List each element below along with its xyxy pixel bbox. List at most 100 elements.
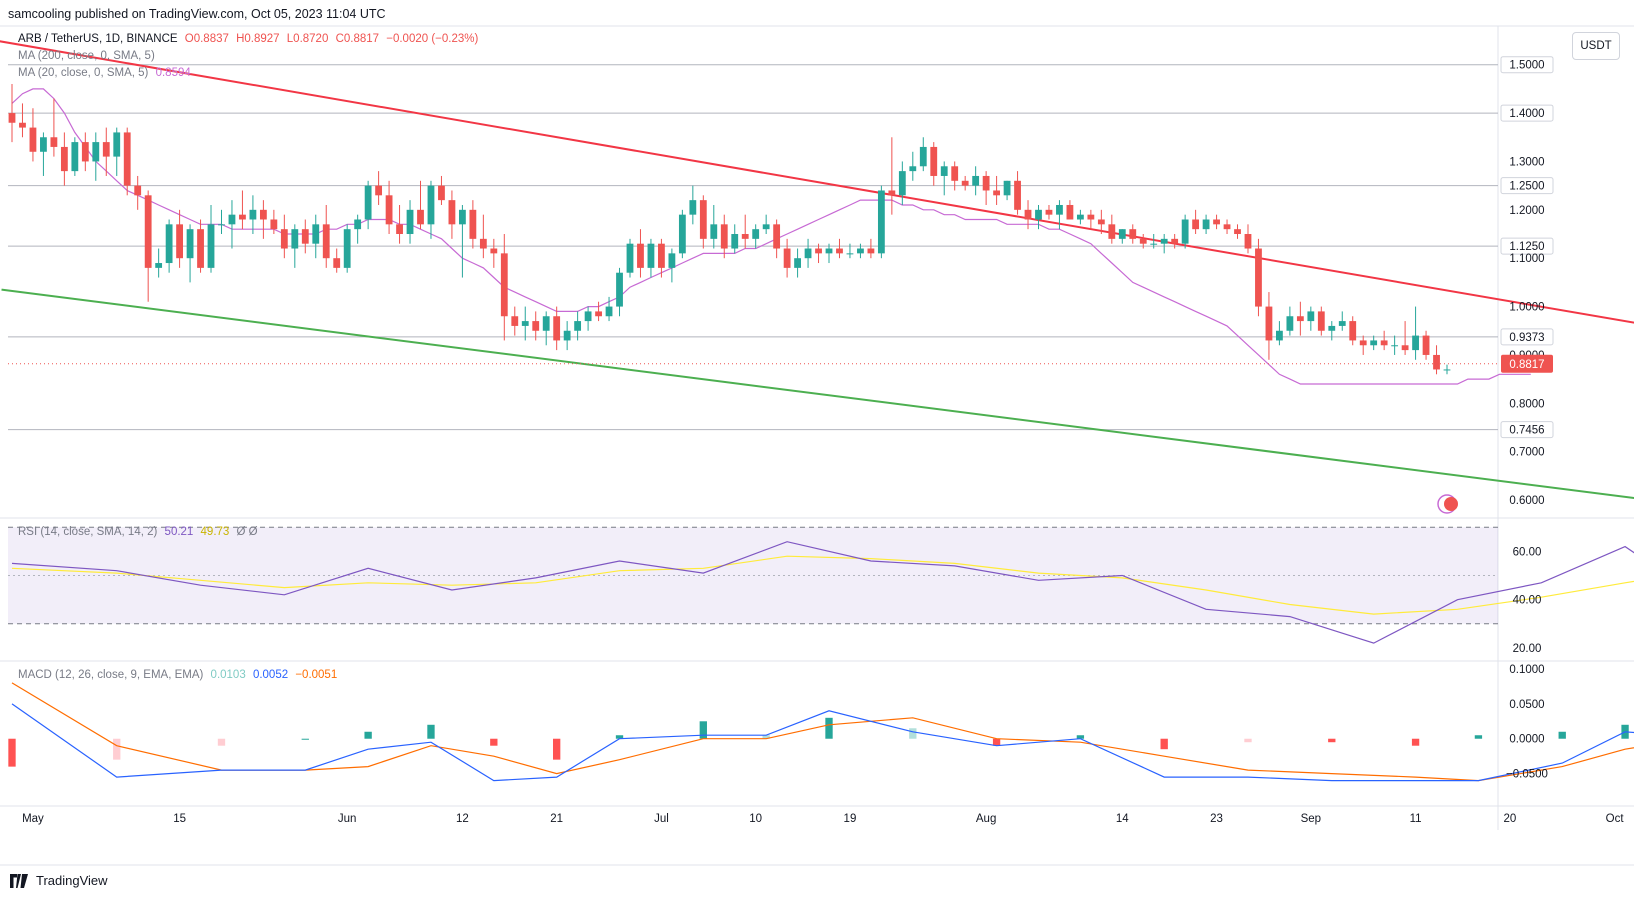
candle: [511, 306, 519, 336]
candle: [427, 180, 435, 239]
candle: [458, 204, 466, 278]
candle: [270, 209, 278, 235]
candle-body: [239, 214, 246, 220]
price-tick-label: 1.1250: [1509, 241, 1544, 253]
candle-body: [1118, 229, 1126, 239]
candle: [1035, 204, 1042, 230]
candle-body: [1401, 345, 1409, 351]
candle-body: [877, 190, 885, 254]
candle-body: [1422, 335, 1430, 355]
currency-button[interactable]: USDT: [1572, 32, 1620, 60]
price-level-box: [1500, 421, 1554, 439]
rsi-label: RSI (14, close, SMA, 14, 2): [18, 526, 158, 538]
candle-body: [218, 224, 225, 226]
candle-body: [1056, 204, 1063, 215]
candle-body: [438, 185, 445, 201]
candle: [1108, 214, 1116, 244]
candle: [354, 214, 362, 244]
macd-histogram-bar: [825, 717, 833, 739]
macd-histogram-bar: [1244, 738, 1252, 743]
candle: [249, 195, 257, 235]
candle: [825, 243, 833, 264]
macd-histogram-bar: [217, 738, 226, 746]
candle: [993, 175, 1001, 205]
candle-body: [40, 137, 47, 152]
candle: [1076, 209, 1084, 225]
candle: [155, 248, 163, 278]
price-tick-label: 1.3000: [1509, 156, 1544, 168]
time-tick-label: 23: [1210, 813, 1223, 825]
candle: [364, 180, 372, 230]
time-tick-label: 21: [550, 813, 563, 825]
candle: [301, 219, 309, 254]
macd-histogram-bar: [615, 735, 624, 739]
candle-body: [773, 224, 781, 249]
candle-body: [469, 209, 477, 239]
candle-body: [479, 238, 487, 249]
candle: [1370, 335, 1378, 351]
candle-body: [1286, 316, 1294, 331]
candle-body: [1045, 209, 1053, 215]
ma20-line: [11, 88, 1531, 385]
candle: [1097, 209, 1105, 235]
macd-histogram-bar: [553, 738, 561, 760]
candle-body: [1181, 219, 1189, 244]
price-tick-label: 1.2500: [1509, 181, 1544, 193]
candle-body: [563, 330, 571, 341]
time-tick-label: 15: [173, 813, 186, 825]
candle: [1118, 229, 1126, 244]
candle-body: [1380, 340, 1388, 346]
candle: [731, 224, 739, 254]
candle: [438, 175, 445, 205]
candle-body: [1160, 238, 1168, 244]
candle-body: [396, 224, 403, 235]
rsi-line: [11, 541, 1634, 644]
candle-body: [1265, 306, 1273, 341]
time-tick-label: 19: [844, 813, 857, 825]
candle-body: [699, 200, 707, 239]
trendline-lower: [1, 288, 1634, 500]
candle: [1244, 224, 1252, 254]
candle-body: [857, 248, 864, 254]
candle: [1443, 364, 1451, 375]
candle-body: [511, 316, 519, 326]
candle-body: [647, 243, 655, 268]
candle-body: [458, 209, 466, 225]
candle-body: [542, 316, 550, 331]
candle-body: [333, 258, 341, 268]
candle: [280, 214, 288, 259]
candle-body: [794, 258, 801, 268]
candle: [1202, 214, 1210, 235]
price-level-box: [1500, 177, 1554, 195]
candle: [1150, 234, 1158, 249]
candle-body: [490, 248, 498, 254]
close-value: C0.8817: [335, 33, 380, 45]
candle-body: [1024, 209, 1032, 220]
candle-body: [637, 243, 644, 268]
candle-body: [888, 190, 896, 196]
candle-body: [584, 311, 592, 322]
candle-body: [1076, 214, 1084, 220]
footer-label: TradingView: [36, 873, 108, 888]
time-tick-label: May: [22, 813, 44, 825]
candle: [291, 224, 299, 268]
candle: [1024, 200, 1032, 230]
candle: [1223, 219, 1231, 235]
candle: [647, 238, 655, 278]
candle: [1401, 321, 1409, 355]
macd-histogram-bar: [1160, 738, 1168, 750]
candle: [448, 190, 456, 239]
candle: [312, 214, 320, 259]
rsi-tick-label: 40.00: [1513, 595, 1542, 607]
rsi-tick-label: 60.00: [1513, 546, 1542, 558]
candle-body: [1359, 340, 1367, 346]
candle-body: [259, 209, 267, 220]
ma20-value: 0.8594: [155, 67, 191, 79]
macd-histogram-bar: [8, 738, 16, 767]
tradingview-logo-icon: [10, 873, 28, 888]
candle: [794, 248, 801, 278]
candle-body: [678, 214, 686, 254]
candle-body: [1443, 369, 1451, 371]
footer: TradingView: [8, 873, 108, 888]
